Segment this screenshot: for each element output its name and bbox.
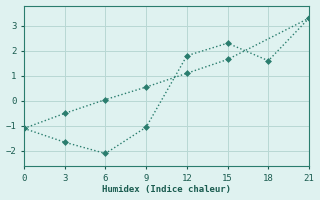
X-axis label: Humidex (Indice chaleur): Humidex (Indice chaleur) (102, 185, 231, 194)
